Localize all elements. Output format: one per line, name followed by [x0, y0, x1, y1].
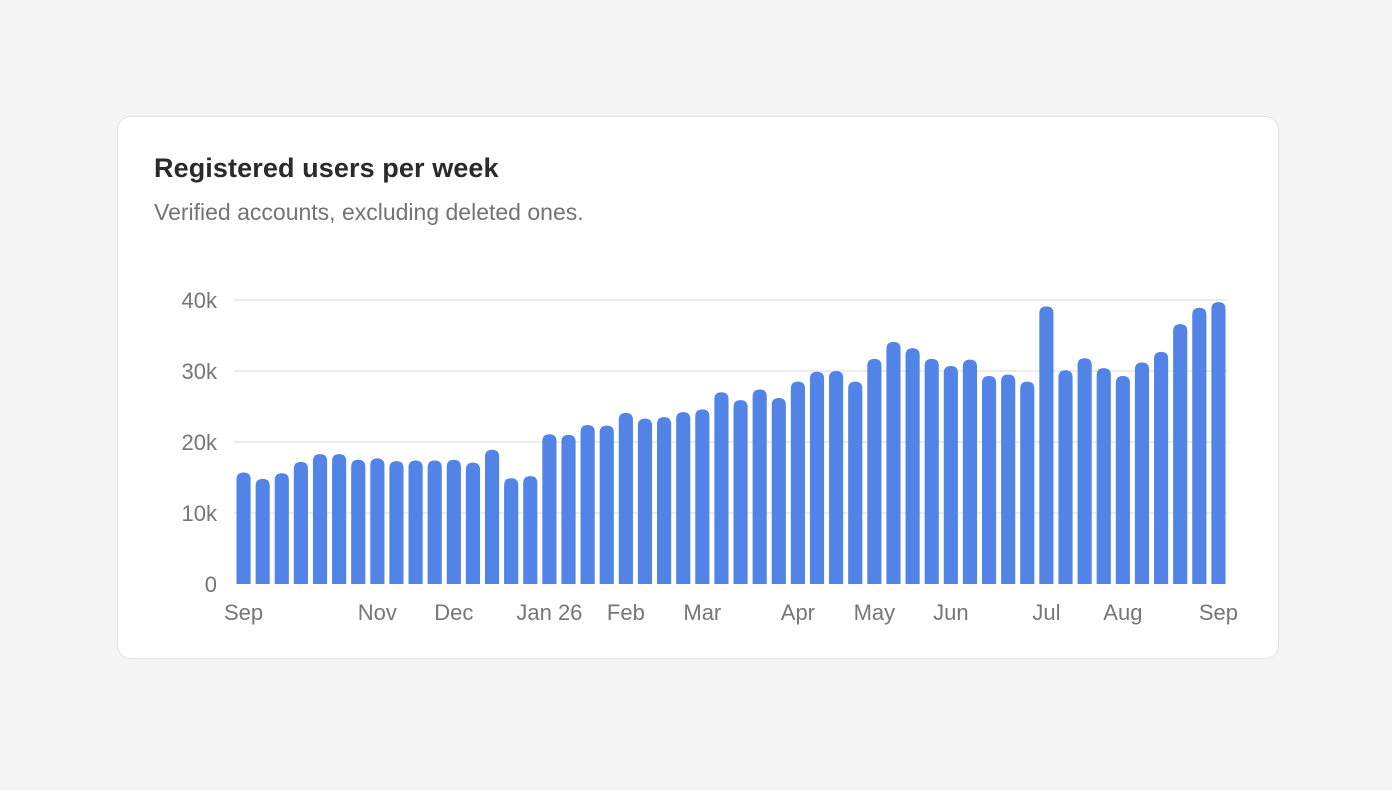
x-tick-label: Sep — [224, 600, 263, 625]
y-tick-label: 10k — [182, 501, 218, 526]
bar[interactable] — [389, 461, 404, 584]
bar[interactable] — [981, 375, 997, 584]
bar[interactable] — [504, 478, 519, 584]
y-tick-label: 40k — [182, 288, 218, 313]
bar[interactable] — [618, 412, 633, 584]
chart-title: Registered users per week — [154, 153, 499, 183]
bar[interactable] — [905, 348, 920, 584]
x-axis: Sep Nov Dec Jan 26 Feb Mar Apr May Jun Jul Aug Sep — [224, 600, 1238, 625]
bars — [236, 302, 1226, 584]
bar[interactable] — [1115, 375, 1130, 584]
bar[interactable] — [752, 389, 767, 584]
bar[interactable] — [943, 366, 958, 584]
x-tick-label: Jul — [1032, 600, 1060, 625]
bar[interactable] — [886, 341, 901, 584]
bar[interactable] — [790, 381, 805, 584]
bar[interactable] — [370, 458, 385, 584]
bar[interactable] — [446, 459, 461, 584]
bar[interactable] — [771, 397, 786, 584]
x-tick-label: Aug — [1103, 600, 1142, 625]
bar[interactable] — [695, 409, 710, 584]
bar[interactable] — [312, 454, 328, 584]
bar-chart: 0 10k 20k 30k 40k Sep Nov Dec Jan 26 Feb Mar Apr Ma… — [182, 288, 1239, 625]
x-tick-label: Apr — [781, 600, 815, 625]
bar[interactable] — [733, 400, 748, 584]
bar[interactable] — [1154, 351, 1169, 584]
bar[interactable] — [274, 473, 289, 584]
x-tick-label: Jan 26 — [516, 600, 582, 625]
bar[interactable] — [293, 461, 308, 584]
chart-subtitle: Verified accounts, excluding deleted one… — [154, 199, 584, 225]
bar[interactable] — [848, 381, 863, 584]
y-tick-label: 0 — [205, 572, 217, 597]
bar[interactable] — [1020, 381, 1035, 584]
bar[interactable] — [809, 371, 825, 584]
x-tick-label: Nov — [358, 600, 397, 625]
bar[interactable] — [867, 358, 882, 584]
x-tick-label: Feb — [607, 600, 645, 625]
bar[interactable] — [580, 424, 595, 584]
y-tick-label: 20k — [182, 430, 218, 455]
bar[interactable] — [599, 425, 614, 584]
bar[interactable] — [1058, 370, 1073, 584]
bar[interactable] — [676, 412, 691, 584]
chart-card: Registered users per week Verified accou… — [117, 116, 1279, 659]
bar[interactable] — [351, 459, 366, 584]
bar[interactable] — [1001, 374, 1016, 584]
x-tick-label: Dec — [434, 600, 473, 625]
bar[interactable] — [1173, 324, 1188, 584]
bar[interactable] — [427, 460, 442, 584]
bar[interactable] — [523, 476, 538, 584]
x-tick-label: Mar — [683, 600, 721, 625]
bar[interactable] — [332, 454, 347, 584]
x-tick-label: May — [854, 600, 896, 625]
bar[interactable] — [1039, 306, 1054, 584]
bar[interactable] — [1192, 307, 1207, 584]
bar[interactable] — [465, 462, 481, 584]
bar[interactable] — [962, 359, 978, 584]
bar[interactable] — [1077, 358, 1092, 584]
bar[interactable] — [255, 478, 270, 584]
bar[interactable] — [714, 392, 729, 584]
bar[interactable] — [408, 460, 423, 584]
y-axis: 0 10k 20k 30k 40k — [182, 288, 218, 597]
bar[interactable] — [637, 418, 653, 584]
bar[interactable] — [561, 434, 576, 584]
bar[interactable] — [236, 472, 251, 584]
bar[interactable] — [1134, 362, 1150, 584]
bar[interactable] — [657, 417, 672, 584]
bar[interactable] — [829, 371, 844, 584]
x-tick-label: Sep — [1199, 600, 1238, 625]
x-tick-label: Jun — [933, 600, 968, 625]
bar[interactable] — [484, 449, 500, 584]
bar[interactable] — [1096, 368, 1111, 584]
bar[interactable] — [924, 358, 939, 584]
bar[interactable] — [542, 434, 557, 584]
bar[interactable] — [1211, 302, 1226, 584]
y-tick-label: 30k — [182, 359, 218, 384]
